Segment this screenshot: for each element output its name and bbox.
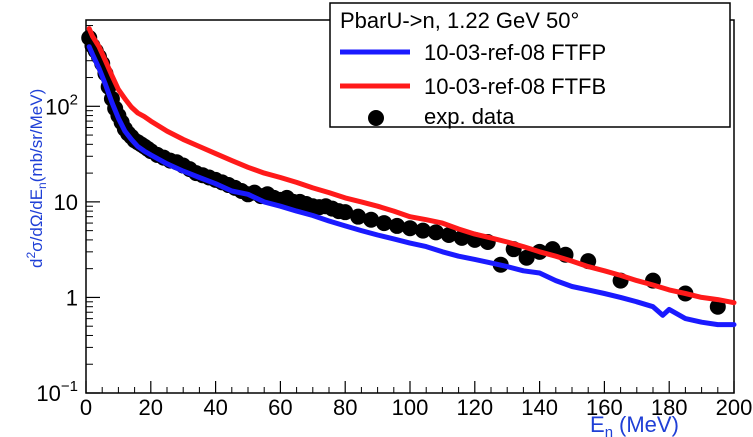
exp-data-point [518, 249, 535, 266]
exp-data-point [389, 217, 406, 234]
x-axis-title: En (MeV) [590, 412, 679, 437]
x-axis-title-main: E [590, 412, 605, 437]
exp-data-point [376, 215, 393, 232]
y-tick-label: 10−1 [36, 378, 78, 406]
x-tick-label: 160 [586, 395, 623, 420]
exp-data-point [427, 224, 444, 241]
exp-data-point [440, 227, 457, 244]
x-tick-label: 80 [333, 395, 357, 420]
x-tick-label: 200 [716, 395, 753, 420]
legend-box [329, 2, 731, 128]
y-tick-label: 1 [66, 285, 78, 310]
y-tick-label: 10 [54, 190, 78, 215]
plot-area [81, 26, 737, 328]
y-axis-title-part-4: (mb/sr/MeV) [27, 89, 46, 183]
y-axis-title-part-0: d [27, 259, 46, 268]
y-axis: 10−1 1 10 102 [36, 19, 100, 406]
x-tick-label: 40 [203, 395, 227, 420]
exp-data-point [363, 211, 380, 228]
exp-data-point [337, 204, 354, 221]
y-axis-title-part-3: n [35, 182, 49, 189]
exp-data-point [402, 220, 418, 237]
x-tick-label: 140 [521, 395, 558, 420]
exp-data-point [350, 208, 367, 225]
x-axis-title-sub: n [605, 424, 613, 437]
x-tick-label: 100 [392, 395, 429, 420]
x-tick-label: 60 [268, 395, 292, 420]
legend: PbarU->n, 1.22 GeV 50° 10-03-ref-08 FTFP… [329, 2, 731, 129]
legend-label-ftfp: 10-03-ref-08 FTFP [424, 40, 606, 65]
series-line-ftfp [86, 44, 737, 328]
y-axis-title-part-2: σ/dΩ/dE [27, 189, 46, 252]
legend-label-exp-data: exp. data [424, 104, 515, 129]
exp-data-point [414, 222, 431, 239]
legend-label-ftfb: 10-03-ref-08 FTFB [424, 74, 606, 99]
x-tick-label: 180 [651, 395, 688, 420]
legend-swatch-exp-data [368, 110, 384, 126]
x-tick-label: 120 [456, 395, 493, 420]
y-tick-label: 102 [45, 91, 78, 119]
x-tick-label: 0 [80, 395, 92, 420]
x-axis-title-unit: (MeV) [619, 412, 679, 437]
y-axis-title: d2σ/dΩ/dEn(mb/sr/MeV) [24, 89, 49, 268]
series-line-ftfb [86, 26, 737, 306]
legend-title: PbarU->n, 1.22 GeV 50° [340, 8, 579, 33]
x-axis: 0 20 40 60 80 100 120 140 160 180 200 [80, 381, 752, 420]
x-tick-label: 20 [139, 395, 163, 420]
y-axis-title-part-1: 2 [24, 252, 38, 259]
